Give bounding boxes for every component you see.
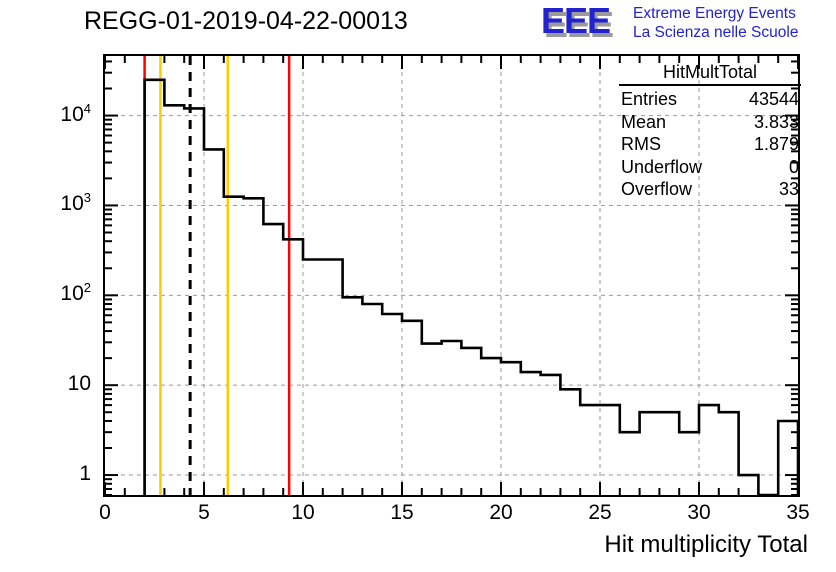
stats-rows: Entries 43544 Mean 3.833 RMS 1.879 Underflow 0 O…: [615, 88, 805, 201]
x-tick-label: 30: [687, 501, 711, 524]
y-tick-label: 1: [79, 462, 91, 486]
page-title: REGG-01-2019-04-22-00013: [84, 7, 408, 35]
x-tick-label: 5: [198, 501, 210, 524]
x-tick-label: 35: [786, 501, 810, 524]
stats-row-value: 3.833: [753, 111, 799, 132]
eee-logo-line2: La Scienza nelle Scuole: [633, 24, 799, 41]
eee-logo-text: Extreme Energy Events La Scienza nelle S…: [633, 4, 798, 42]
stats-row-value: 1.879: [753, 134, 799, 154]
stats-row: Entries 43544: [615, 88, 805, 111]
stats-row-key: Entries: [621, 89, 678, 109]
y-tick-label: 10: [67, 372, 91, 396]
histogram-outline: [143, 78, 798, 495]
stats-row-value: 33: [778, 179, 799, 199]
stats-row-key: RMS: [621, 134, 661, 154]
plot-frame: [103, 54, 800, 497]
stats-row: RMS 1.879: [615, 133, 805, 156]
stats-row-key: Overflow: [621, 179, 693, 199]
x-tick-label: 10: [291, 501, 315, 524]
stats-row-value: 43544: [748, 89, 799, 109]
stats-row-value: 0: [788, 156, 799, 177]
stats-row: Overflow 33: [615, 178, 805, 201]
stats-row: Underflow 0: [615, 156, 805, 179]
x-tick-label: 15: [390, 501, 414, 524]
eee-logo-foreground: EEE: [541, 0, 611, 41]
eee-logo: EEE EEE Extreme Energy Events La Scienza…: [541, 3, 831, 43]
y-tick-label: 103: [60, 190, 91, 216]
histogram-svg: [105, 56, 798, 495]
eee-logo-line1: Extreme Energy Events: [633, 5, 796, 22]
x-axis-title: Hit multiplicity Total: [604, 531, 808, 558]
plot-area: [105, 56, 798, 495]
stats-title: HitMultTotal: [619, 62, 801, 86]
y-tick-label: 102: [60, 280, 91, 306]
x-tick-label: 25: [588, 501, 612, 524]
stats-row-key: Underflow: [621, 156, 703, 177]
x-tick-label: 20: [489, 501, 513, 524]
y-tick-label: 104: [60, 100, 91, 126]
stats-box: HitMultTotal Entries 43544 Mean 3.833 RMS 1.8…: [615, 62, 805, 200]
eee-logo-shadow: EEE: [544, 4, 614, 45]
x-tick-label: 0: [99, 501, 111, 524]
stats-row: Mean 3.833: [615, 111, 805, 134]
stats-row-key: Mean: [621, 111, 667, 132]
